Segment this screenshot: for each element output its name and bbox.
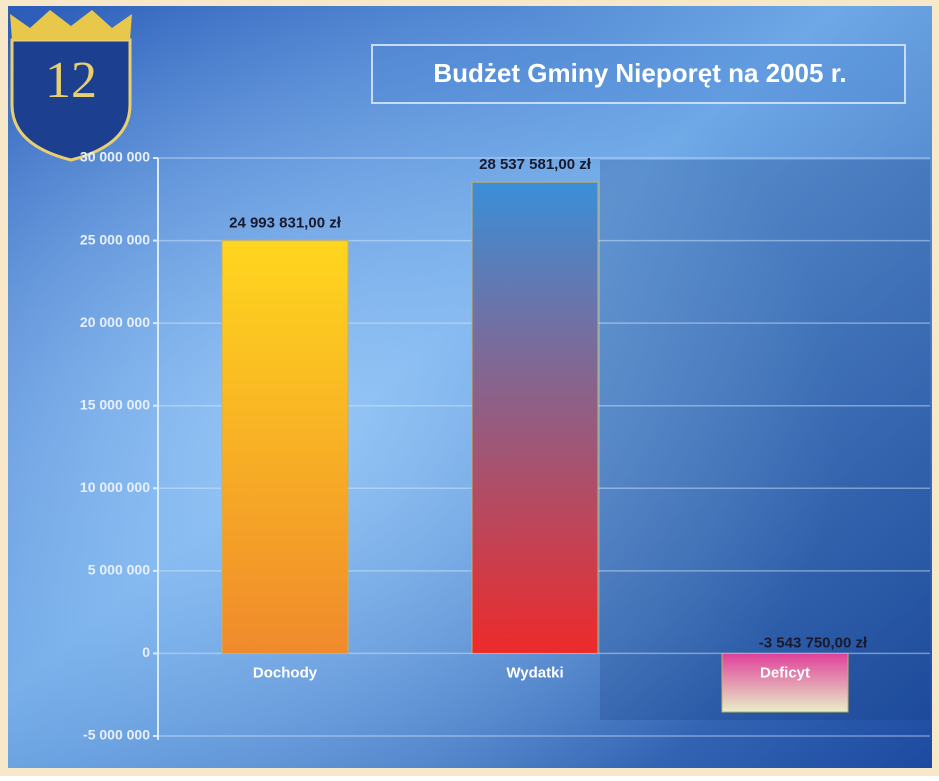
y-tick-label: 15 000 000 xyxy=(80,396,150,412)
y-tick-label: 10 000 000 xyxy=(80,479,150,495)
svg-text:12: 12 xyxy=(45,52,97,109)
logo: 12 xyxy=(10,10,132,160)
y-tick-label: 25 000 000 xyxy=(80,231,150,247)
y-tick-label: 20 000 000 xyxy=(80,314,150,330)
bar xyxy=(722,653,848,712)
bar xyxy=(472,182,598,653)
x-tick-label: Dochody xyxy=(253,664,318,681)
chart-title: Budżet Gminy Nieporęt na 2005 r. xyxy=(433,58,846,88)
value-label: 28 537 581,00 zł xyxy=(479,156,592,173)
x-tick-label: Wydatki xyxy=(506,664,563,681)
y-tick-label: -5 000 000 xyxy=(83,727,150,743)
value-label: 24 993 831,00 zł xyxy=(229,215,342,232)
value-label: -3 543 750,00 zł xyxy=(759,634,868,651)
bar xyxy=(222,241,348,654)
x-tick-label: Deficyt xyxy=(760,664,810,681)
y-tick-label: 5 000 000 xyxy=(88,562,150,578)
y-tick-label: 0 xyxy=(142,644,150,660)
y-tick-label: 30 000 000 xyxy=(80,149,150,165)
